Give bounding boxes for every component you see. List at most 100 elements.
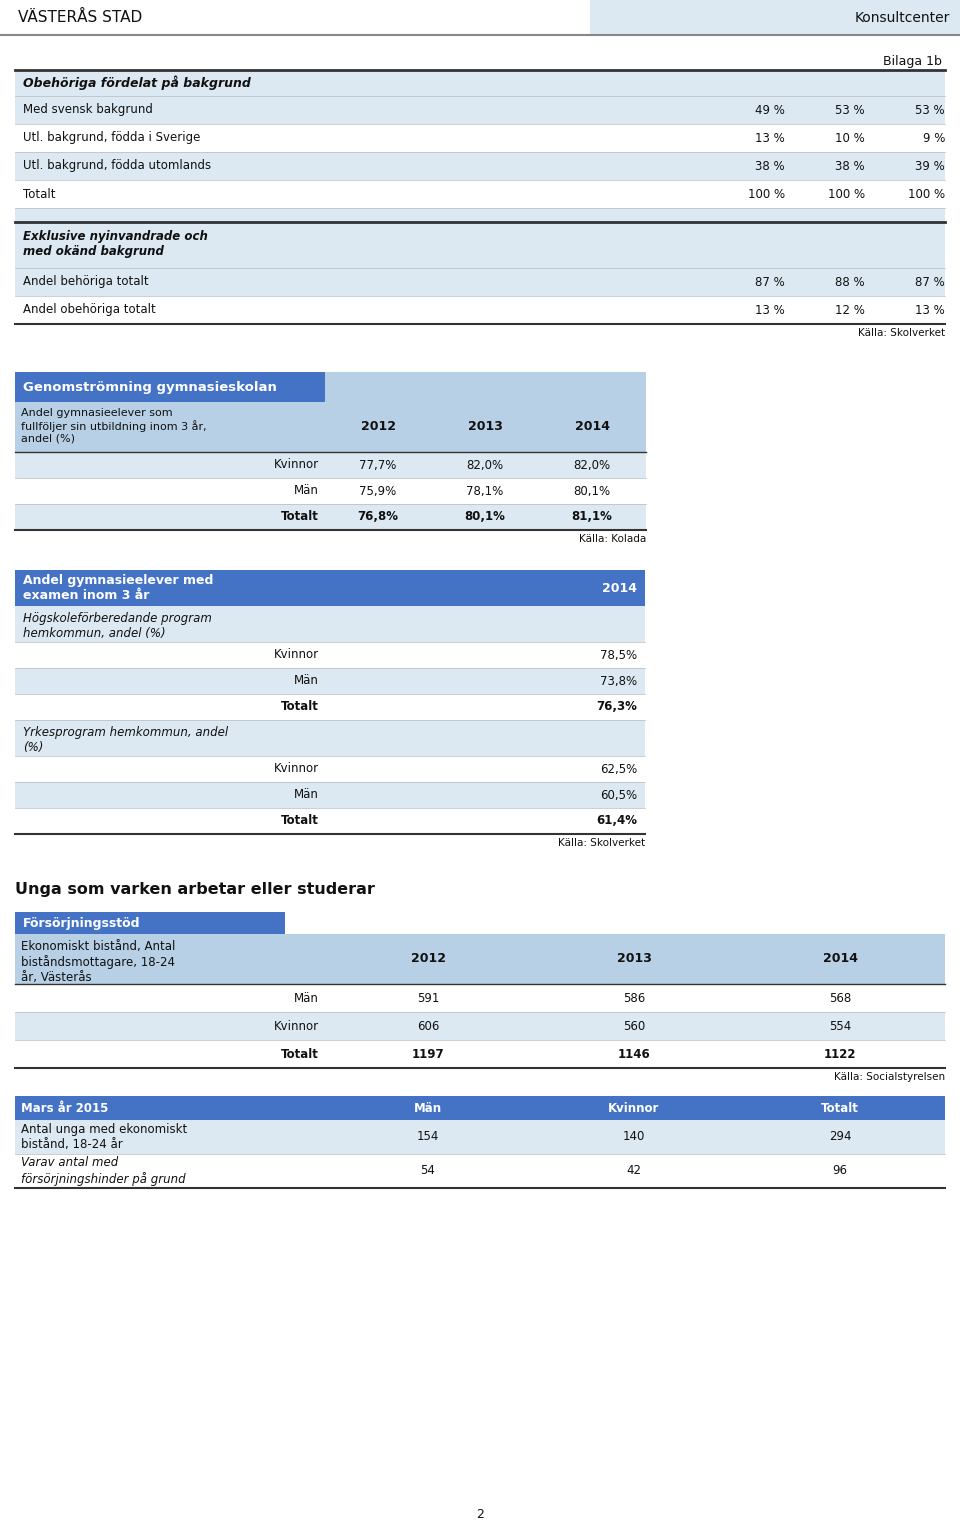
Text: 62,5%: 62,5%	[600, 762, 637, 776]
Bar	[15, 642, 645, 669]
Text: Totalt: Totalt	[281, 701, 319, 713]
Text: 88 %: 88 %	[835, 275, 865, 289]
Bar	[15, 669, 645, 695]
Text: 140: 140	[623, 1131, 645, 1144]
Text: 586: 586	[623, 991, 645, 1005]
Text: 2014: 2014	[823, 953, 857, 965]
Text: Unga som varken arbetar eller studerar: Unga som varken arbetar eller studerar	[15, 882, 374, 898]
Bar	[15, 207, 945, 221]
Bar	[15, 570, 645, 606]
Bar	[15, 180, 945, 207]
Text: Källa: Skolverket: Källa: Skolverket	[558, 838, 645, 848]
Bar	[15, 695, 645, 719]
Text: 87 %: 87 %	[756, 275, 785, 289]
Text: 2013: 2013	[468, 421, 502, 433]
Bar	[15, 152, 945, 180]
Text: 73,8%: 73,8%	[600, 675, 637, 687]
Text: Ekonomiskt bistånd, Antal
biståndsmottagare, 18-24
år, Västerås: Ekonomiskt bistånd, Antal biståndsmottag…	[21, 941, 176, 984]
Bar	[15, 808, 645, 835]
Bar	[15, 403, 325, 452]
Bar	[15, 911, 285, 934]
Text: Med svensk bakgrund: Med svensk bakgrund	[23, 103, 153, 117]
Bar	[15, 782, 645, 808]
Text: 2012: 2012	[361, 421, 396, 433]
Bar	[15, 124, 945, 152]
Bar	[15, 95, 945, 124]
Bar	[15, 372, 325, 403]
Bar	[325, 403, 646, 452]
Text: 61,4%: 61,4%	[596, 815, 637, 827]
Bar	[15, 934, 945, 984]
Text: 38 %: 38 %	[756, 160, 785, 172]
Text: Andel obehöriga totalt: Andel obehöriga totalt	[23, 303, 156, 317]
Text: Antal unga med ekonomiskt
bistånd, 18-24 år: Antal unga med ekonomiskt bistånd, 18-24…	[21, 1124, 187, 1151]
Text: 39 %: 39 %	[915, 160, 945, 172]
Bar	[15, 452, 646, 478]
Text: 81,1%: 81,1%	[571, 510, 612, 524]
Text: Konsultcenter: Konsultcenter	[854, 11, 950, 25]
Text: Män: Män	[294, 788, 319, 801]
Text: 13 %: 13 %	[915, 303, 945, 317]
Text: Utl. bakgrund, födda i Sverige: Utl. bakgrund, födda i Sverige	[23, 132, 201, 144]
Text: Män: Män	[294, 675, 319, 687]
Bar	[15, 1096, 945, 1120]
Bar	[15, 606, 645, 642]
Text: Högskoleförberedande program
hemkommun, andel (%): Högskoleförberedande program hemkommun, …	[23, 612, 212, 639]
Text: Exklusive nyinvandrade och
med okänd bakgrund: Exklusive nyinvandrade och med okänd bak…	[23, 231, 208, 258]
Text: 78,5%: 78,5%	[600, 649, 637, 661]
Text: 87 %: 87 %	[915, 275, 945, 289]
Text: Totalt: Totalt	[281, 1048, 319, 1061]
Text: 100 %: 100 %	[748, 188, 785, 200]
Text: 100 %: 100 %	[828, 188, 865, 200]
Text: Mars år 2015: Mars år 2015	[21, 1102, 108, 1114]
Text: 76,3%: 76,3%	[596, 701, 637, 713]
Text: Källa: Skolverket: Källa: Skolverket	[858, 327, 945, 338]
Text: 78,1%: 78,1%	[467, 484, 504, 498]
Text: 53 %: 53 %	[835, 103, 865, 117]
Text: 9 %: 9 %	[923, 132, 945, 144]
Text: Män: Män	[294, 484, 319, 498]
Text: 1146: 1146	[617, 1048, 650, 1061]
Text: 294: 294	[828, 1131, 852, 1144]
Text: 568: 568	[828, 991, 852, 1005]
Text: 38 %: 38 %	[835, 160, 865, 172]
Bar	[15, 267, 945, 297]
Bar	[15, 221, 945, 267]
Text: Män: Män	[294, 991, 319, 1005]
Text: 75,9%: 75,9%	[359, 484, 396, 498]
Text: Yrkesprogram hemkommun, andel
(%): Yrkesprogram hemkommun, andel (%)	[23, 725, 228, 755]
Bar	[15, 984, 945, 1011]
Text: Kvinnor: Kvinnor	[274, 1019, 319, 1033]
Text: 42: 42	[627, 1165, 641, 1177]
Text: 77,7%: 77,7%	[359, 458, 396, 472]
Text: 49 %: 49 %	[756, 103, 785, 117]
Text: Obehöriga fördelat på bakgrund: Obehöriga fördelat på bakgrund	[23, 75, 251, 91]
Text: 10 %: 10 %	[835, 132, 865, 144]
Text: Totalt: Totalt	[23, 188, 56, 200]
Bar	[15, 719, 645, 756]
Text: 53 %: 53 %	[916, 103, 945, 117]
Text: Totalt: Totalt	[281, 815, 319, 827]
Bar	[590, 0, 960, 35]
Text: Män: Män	[414, 1102, 442, 1114]
Bar	[15, 478, 646, 504]
Text: 80,1%: 80,1%	[465, 510, 505, 524]
Text: 96: 96	[832, 1165, 848, 1177]
Text: Kvinnor: Kvinnor	[274, 762, 319, 776]
Text: 82,0%: 82,0%	[573, 458, 611, 472]
Text: Källa: Kolada: Källa: Kolada	[579, 533, 646, 544]
Text: 76,8%: 76,8%	[357, 510, 398, 524]
Text: Försörjningsstöd: Försörjningsstöd	[23, 916, 140, 930]
Bar	[15, 297, 945, 324]
Bar	[0, 0, 960, 35]
Text: 13 %: 13 %	[756, 303, 785, 317]
Text: Totalt: Totalt	[281, 510, 319, 524]
Text: 1197: 1197	[412, 1048, 444, 1061]
Text: 554: 554	[828, 1019, 852, 1033]
Text: Varav antal med
försörjningshinder på grund: Varav antal med försörjningshinder på gr…	[21, 1156, 185, 1185]
Bar	[15, 756, 645, 782]
Text: 60,5%: 60,5%	[600, 788, 637, 801]
Bar	[15, 1120, 945, 1154]
Text: 2014: 2014	[574, 421, 610, 433]
Text: Andel gymnasieelever som
fullföljer sin utbildning inom 3 år,
andel (%): Andel gymnasieelever som fullföljer sin …	[21, 407, 206, 444]
